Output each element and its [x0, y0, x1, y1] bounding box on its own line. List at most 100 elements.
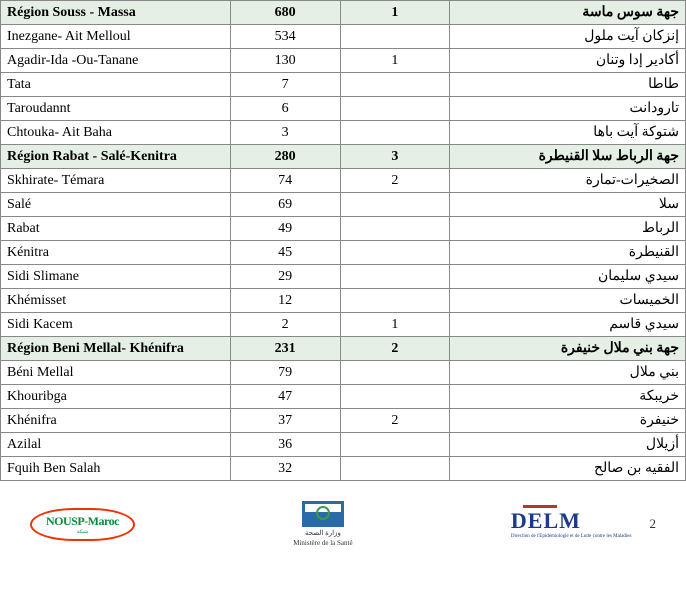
cell-fr-name: Taroudannt	[1, 97, 231, 121]
cell-ar-name: سيدي قاسم	[450, 313, 686, 337]
cell-value-1: 2	[230, 313, 340, 337]
table-row: Chtouka- Ait Baha3 شتوكة آيت باها	[1, 121, 686, 145]
cell-fr-name: Fquih Ben Salah	[1, 457, 231, 481]
cell-value-2: 1	[340, 49, 450, 73]
cell-fr-name: Kénitra	[1, 241, 231, 265]
cell-ar-name: جهة سوس ماسة	[450, 1, 686, 25]
page-footer: NOUSP-Maroc شبكة وزارة الصحة Ministère d…	[0, 481, 686, 557]
cell-ar-name: طاطا	[450, 73, 686, 97]
cell-value-1: 69	[230, 193, 340, 217]
cell-ar-name: شتوكة آيت باها	[450, 121, 686, 145]
cell-fr-name: Skhirate- Témara	[1, 169, 231, 193]
cell-fr-name: Chtouka- Ait Baha	[1, 121, 231, 145]
page-number: 2	[649, 516, 656, 532]
cell-value-2	[340, 97, 450, 121]
cell-ar-name: تارودانت	[450, 97, 686, 121]
table-row: Fquih Ben Salah32 الفقيه بن صالح	[1, 457, 686, 481]
cell-value-1: 534	[230, 25, 340, 49]
delm-sub: Direction de l'Epidémiologie et de Lutte…	[511, 534, 632, 540]
logo-nousp-text: NOUSP-Maroc	[46, 514, 119, 529]
cell-ar-name: الرباط	[450, 217, 686, 241]
cell-fr-name: Sidi Kacem	[1, 313, 231, 337]
table-row: Kénitra45 القنيطرة	[1, 241, 686, 265]
cell-value-1: 49	[230, 217, 340, 241]
cell-fr-name: Région Rabat - Salé-Kenitra	[1, 145, 231, 169]
table-row: Inezgane- Ait Melloul534 إنزكان آيت ملول	[1, 25, 686, 49]
region-header-row: Région Beni Mellal- Khénifra2312جهة بني …	[1, 337, 686, 361]
cell-ar-name: الصخيرات-تمارة	[450, 169, 686, 193]
cell-value-2: 2	[340, 337, 450, 361]
cell-value-1: 130	[230, 49, 340, 73]
table-row: Skhirate- Témara742الصخيرات-تمارة	[1, 169, 686, 193]
cell-value-2: 1	[340, 1, 450, 25]
cell-value-2	[340, 385, 450, 409]
cell-value-1: 231	[230, 337, 340, 361]
cell-value-2	[340, 25, 450, 49]
cell-value-1: 280	[230, 145, 340, 169]
cell-value-2	[340, 73, 450, 97]
cell-value-1: 29	[230, 265, 340, 289]
cell-fr-name: Inezgane- Ait Melloul	[1, 25, 231, 49]
cell-value-2	[340, 241, 450, 265]
cell-value-1: 37	[230, 409, 340, 433]
cell-value-2	[340, 121, 450, 145]
table-row: Salé69 سلا	[1, 193, 686, 217]
delm-text: DELM	[511, 508, 632, 534]
cell-ar-name: سيدي سليمان	[450, 265, 686, 289]
cell-value-1: 6	[230, 97, 340, 121]
cell-value-1: 3	[230, 121, 340, 145]
cell-ar-name: القنيطرة	[450, 241, 686, 265]
cell-fr-name: Région Beni Mellal- Khénifra	[1, 337, 231, 361]
cell-fr-name: Sidi Slimane	[1, 265, 231, 289]
cell-value-1: 47	[230, 385, 340, 409]
cell-ar-name: إنزكان آيت ملول	[450, 25, 686, 49]
cell-value-1: 32	[230, 457, 340, 481]
cell-fr-name: Tata	[1, 73, 231, 97]
cell-ar-name: الفقيه بن صالح	[450, 457, 686, 481]
region-header-row: Région Souss - Massa6801جهة سوس ماسة	[1, 1, 686, 25]
table-row: Khouribga47خريبكة	[1, 385, 686, 409]
cell-value-1: 74	[230, 169, 340, 193]
cell-fr-name: Khouribga	[1, 385, 231, 409]
cell-fr-name: Salé	[1, 193, 231, 217]
cell-value-2	[340, 217, 450, 241]
cell-value-2	[340, 265, 450, 289]
cell-ar-name: سلا	[450, 193, 686, 217]
table-row: Béni Mellal79بني ملال	[1, 361, 686, 385]
cell-ar-name: جهة بني ملال خنيفرة	[450, 337, 686, 361]
ministry-icon	[302, 501, 344, 527]
ministry-text-ar: وزارة الصحة	[305, 529, 341, 537]
logo-delm: DELM Direction de l'Epidémiologie et de …	[511, 508, 656, 540]
table-row: Sidi Slimane29 سيدي سليمان	[1, 265, 686, 289]
ministry-text-fr: Ministère de la Santé	[293, 539, 352, 547]
cell-ar-name: أكادير إدا وتنان	[450, 49, 686, 73]
cell-value-1: 45	[230, 241, 340, 265]
cell-fr-name: Khémisset	[1, 289, 231, 313]
table-row: Khémisset12الخميسات	[1, 289, 686, 313]
region-data-table: Région Souss - Massa6801جهة سوس ماسةInez…	[0, 0, 686, 481]
cell-value-2: 3	[340, 145, 450, 169]
logo-nousp: NOUSP-Maroc شبكة	[30, 508, 135, 541]
cell-fr-name: Région Souss - Massa	[1, 1, 231, 25]
cell-value-1: 12	[230, 289, 340, 313]
cell-fr-name: Azilal	[1, 433, 231, 457]
cell-ar-name: جهة الرباط سلا القنيطرة	[450, 145, 686, 169]
logo-ministry: وزارة الصحة Ministère de la Santé	[293, 501, 352, 547]
cell-value-2	[340, 433, 450, 457]
cell-value-2	[340, 457, 450, 481]
cell-value-2: 2	[340, 169, 450, 193]
logo-nousp-sub: شبكة	[77, 529, 88, 535]
cell-ar-name: أزيلال	[450, 433, 686, 457]
cell-value-2	[340, 361, 450, 385]
region-header-row: Région Rabat - Salé-Kenitra2803جهة الربا…	[1, 145, 686, 169]
table-row: Taroudannt6 تارودانت	[1, 97, 686, 121]
cell-fr-name: Agadir-Ida -Ou-Tanane	[1, 49, 231, 73]
cell-ar-name: بني ملال	[450, 361, 686, 385]
cell-value-1: 7	[230, 73, 340, 97]
table-row: Tata7 طاطا	[1, 73, 686, 97]
cell-value-2: 1	[340, 313, 450, 337]
cell-value-2: 2	[340, 409, 450, 433]
cell-fr-name: Rabat	[1, 217, 231, 241]
table-row: Sidi Kacem21سيدي قاسم	[1, 313, 686, 337]
table-row: Rabat49 الرباط	[1, 217, 686, 241]
